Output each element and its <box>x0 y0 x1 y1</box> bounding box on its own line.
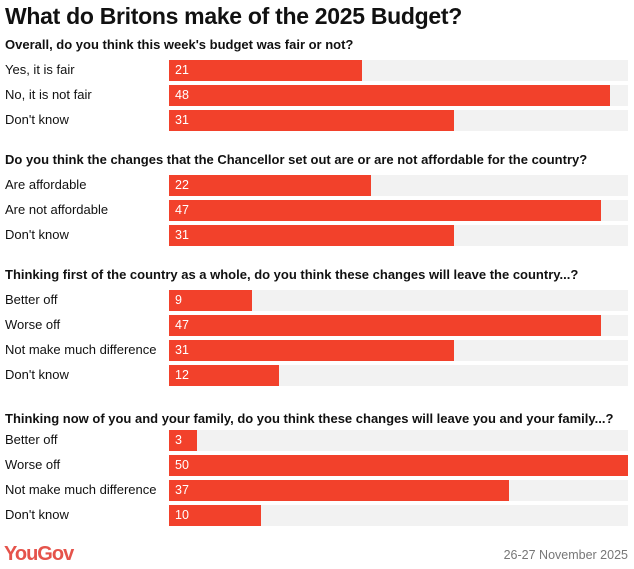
bar-row: Don't know 31 <box>0 225 634 246</box>
category-label: No, it is not fair <box>5 87 92 102</box>
bar-track: 9 <box>169 290 628 311</box>
question-heading: Thinking first of the country as a whole… <box>5 267 579 282</box>
fieldwork-date: 26-27 November 2025 <box>503 548 628 562</box>
question-heading: Do you think the changes that the Chance… <box>5 152 588 167</box>
category-label: Worse off <box>5 317 61 332</box>
bar-track: 47 <box>169 315 628 336</box>
bar-track: 22 <box>169 175 628 196</box>
data-label: 31 <box>175 228 189 242</box>
data-label: 21 <box>175 63 189 77</box>
bar <box>169 225 454 246</box>
bar <box>169 505 261 526</box>
bar-row: No, it is not fair 48 <box>0 85 634 106</box>
chart-title: What do Britons make of the 2025 Budget? <box>5 3 462 29</box>
bar-row: Yes, it is fair 21 <box>0 60 634 81</box>
bar-track: 47 <box>169 200 628 221</box>
bar-track: 48 <box>169 85 628 106</box>
question-heading: Thinking now of you and your family, do … <box>5 411 614 426</box>
bar <box>169 60 362 81</box>
category-label: Are not affordable <box>5 202 109 217</box>
category-label: Don't know <box>5 227 69 242</box>
bar-track: 12 <box>169 365 628 386</box>
category-label: Yes, it is fair <box>5 62 75 77</box>
bar-row: Are affordable 22 <box>0 175 634 196</box>
data-label: 50 <box>175 458 189 472</box>
category-label: Better off <box>5 432 58 447</box>
data-label: 10 <box>175 508 189 522</box>
data-label: 12 <box>175 368 189 382</box>
bar-row: Are not affordable 47 <box>0 200 634 221</box>
bar-track: 37 <box>169 480 628 501</box>
bar <box>169 455 628 476</box>
bar-track: 31 <box>169 340 628 361</box>
data-label: 47 <box>175 318 189 332</box>
category-label: Don't know <box>5 367 69 382</box>
question-heading: Overall, do you think this week's budget… <box>5 37 354 52</box>
data-label: 9 <box>175 293 182 307</box>
bar-track: 21 <box>169 60 628 81</box>
bar-track: 10 <box>169 505 628 526</box>
category-label: Not make much difference <box>5 482 157 497</box>
bar-track: 31 <box>169 225 628 246</box>
bar-row: Don't know 31 <box>0 110 634 131</box>
data-label: 47 <box>175 203 189 217</box>
bar <box>169 340 454 361</box>
bar-row: Don't know 12 <box>0 365 634 386</box>
data-label: 37 <box>175 483 189 497</box>
bar-row: Not make much difference 37 <box>0 480 634 501</box>
bar-row: Not make much difference 31 <box>0 340 634 361</box>
category-label: Don't know <box>5 507 69 522</box>
bar-track: 3 <box>169 430 628 451</box>
category-label: Worse off <box>5 457 61 472</box>
bar <box>169 290 252 311</box>
bar-row: Worse off 47 <box>0 315 634 336</box>
bar <box>169 430 197 451</box>
bar <box>169 365 280 386</box>
bar-row: Better off 3 <box>0 430 634 451</box>
bar-row: Don't know 10 <box>0 505 634 526</box>
data-label: 22 <box>175 178 189 192</box>
data-label: 31 <box>175 113 189 127</box>
bar-row: Better off 9 <box>0 290 634 311</box>
data-label: 48 <box>175 88 189 102</box>
category-label: Better off <box>5 292 58 307</box>
category-label: Don't know <box>5 112 69 127</box>
bar <box>169 200 601 221</box>
bar-track: 50 <box>169 455 628 476</box>
bar-track: 31 <box>169 110 628 131</box>
category-label: Not make much difference <box>5 342 157 357</box>
yougov-logo: YouGov <box>4 543 74 565</box>
bar <box>169 110 454 131</box>
bar <box>169 480 509 501</box>
data-label: 3 <box>175 433 182 447</box>
bar <box>169 315 601 336</box>
category-label: Are affordable <box>5 177 87 192</box>
bar <box>169 175 371 196</box>
bar <box>169 85 610 106</box>
data-label: 31 <box>175 343 189 357</box>
bar-row: Worse off 50 <box>0 455 634 476</box>
